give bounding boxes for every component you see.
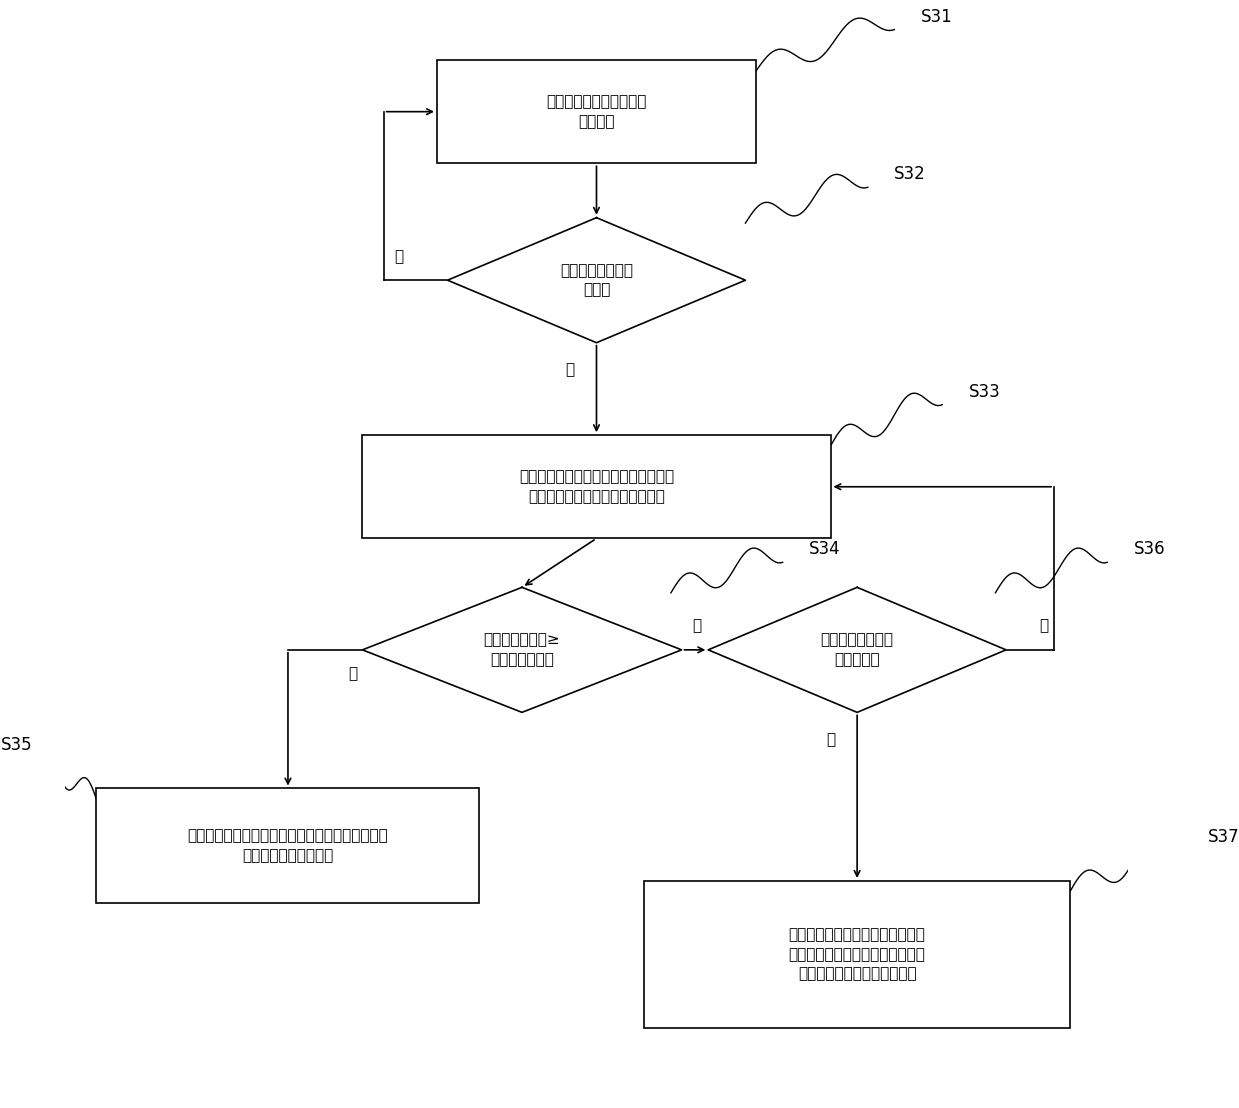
Text: 所述处理单元控制所述储能模块与
所述观测设备之间的电性连接断开
，以使所述储能模块停止供电: 所述处理单元控制所述储能模块与 所述观测设备之间的电性连接断开 ，以使所述储能模…: [789, 927, 926, 982]
Text: S35: S35: [1, 736, 32, 753]
Text: 所述控制单元控制所述燃料电池单元与所述储能模
块之间的电性连接断开: 所述控制单元控制所述燃料电池单元与所述储能模 块之间的电性连接断开: [187, 828, 388, 863]
Text: S32: S32: [895, 165, 926, 183]
Polygon shape: [709, 587, 1006, 712]
FancyBboxPatch shape: [363, 435, 830, 538]
Text: 工作电压值＜第一
电压值: 工作电压值＜第一 电压值: [560, 263, 633, 298]
Text: 所述工作电压值＜
第二电压值: 所述工作电压值＜ 第二电压值: [820, 633, 893, 667]
FancyBboxPatch shape: [644, 881, 1070, 1027]
Polygon shape: [363, 587, 681, 712]
FancyBboxPatch shape: [97, 789, 479, 903]
Text: S33: S33: [969, 382, 1001, 401]
Text: 否: 否: [394, 249, 404, 264]
Text: 是: 是: [565, 362, 575, 377]
Text: 否: 否: [1040, 618, 1048, 634]
Text: 否: 否: [693, 618, 701, 634]
FancyBboxPatch shape: [437, 60, 756, 163]
Text: 所述工作电压值≥
额定工作电压值: 所述工作电压值≥ 额定工作电压值: [483, 633, 560, 667]
Polygon shape: [447, 217, 746, 342]
Text: S37: S37: [1208, 829, 1239, 847]
Text: S31: S31: [921, 8, 953, 25]
Text: S34: S34: [809, 541, 841, 558]
Text: 所述处理单元接收所述工
作电压值: 所述处理单元接收所述工 作电压值: [546, 94, 647, 129]
Text: 所述处理单元控制所述燃料电池单元与
所述储能模块之间的电性连接连通: 所述处理单元控制所述燃料电池单元与 所述储能模块之间的电性连接连通: [519, 470, 674, 504]
Text: 是: 是: [348, 666, 357, 681]
Text: 是: 是: [826, 732, 835, 747]
Text: S36: S36: [1134, 541, 1166, 558]
